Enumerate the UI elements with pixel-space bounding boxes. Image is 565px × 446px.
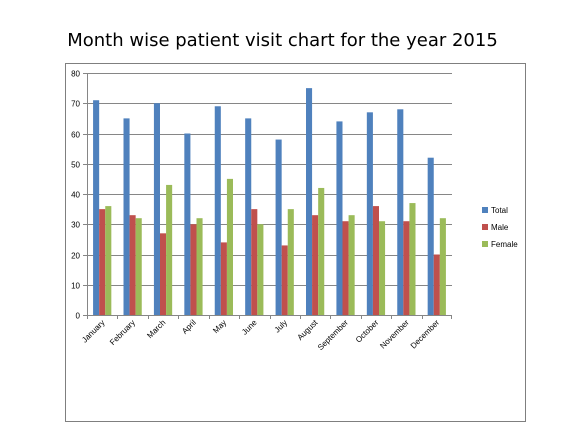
- bar-female-may: [226, 178, 233, 316]
- bar-male-june: [251, 209, 258, 316]
- x-tick-label: March: [145, 318, 167, 340]
- bar-male-august: [312, 215, 319, 315]
- x-tick-label: February: [108, 318, 137, 347]
- legend-label-female: Female: [491, 240, 518, 249]
- bar-female-october: [379, 221, 386, 315]
- x-tick-label: June: [240, 318, 259, 337]
- bar-total-december: [427, 157, 434, 315]
- bar-female-february: [135, 218, 142, 315]
- y-tick-label: 10: [71, 282, 80, 291]
- legend-label-male: Male: [491, 223, 509, 232]
- legend-swatch-male: [482, 224, 488, 230]
- bar-total-january: [93, 100, 100, 315]
- bar-male-july: [281, 245, 288, 315]
- bars: [93, 88, 446, 316]
- bar-total-february: [123, 118, 130, 316]
- bar-male-september: [342, 221, 349, 315]
- bar-total-june: [245, 118, 252, 316]
- bar-total-october: [366, 112, 373, 315]
- y-tick-label: 30: [71, 221, 80, 230]
- chart-title: Month wise patient visit chart for the y…: [67, 30, 498, 51]
- y-tick-label: 70: [71, 100, 80, 109]
- bar-female-july: [287, 209, 294, 316]
- bar-total-september: [336, 121, 343, 316]
- legend: Total Male Female: [482, 206, 518, 249]
- y-tick-label: 80: [71, 70, 80, 79]
- axes: [83, 73, 452, 319]
- bar-female-september: [348, 215, 355, 315]
- bar-male-october: [372, 206, 379, 315]
- bar-female-december: [439, 218, 446, 315]
- bar-total-march: [153, 103, 160, 315]
- x-tick-label: October: [354, 318, 381, 345]
- bar-male-november: [403, 221, 410, 315]
- bar-female-august: [318, 187, 325, 315]
- y-tick-label: 40: [71, 191, 80, 200]
- legend-swatch-total: [482, 207, 488, 213]
- bar-total-may: [214, 106, 221, 316]
- bar-female-june: [257, 224, 264, 315]
- gridlines: [87, 73, 452, 286]
- x-tick-label: August: [296, 318, 321, 343]
- bar-total-july: [275, 139, 282, 315]
- bar-male-may: [220, 242, 227, 315]
- bar-male-january: [99, 209, 106, 316]
- x-tick-label: May: [211, 318, 228, 335]
- bar-male-april: [190, 224, 197, 315]
- bar-male-december: [433, 254, 440, 315]
- y-tick-label: 50: [71, 161, 80, 170]
- x-tick-label: September: [316, 318, 350, 352]
- bar-male-march: [160, 233, 167, 315]
- bar-total-april: [184, 133, 191, 315]
- y-tick-label: 20: [71, 252, 80, 261]
- legend-label-total: Total: [491, 206, 508, 215]
- y-tick-label: 0: [76, 312, 81, 321]
- legend-swatch-female: [482, 241, 488, 247]
- x-tick-label: December: [409, 318, 442, 351]
- bar-female-march: [166, 184, 173, 315]
- y-tick-label: 60: [71, 131, 80, 140]
- bar-female-april: [196, 218, 203, 315]
- bar-male-february: [129, 215, 136, 315]
- x-tick-label: July: [273, 318, 289, 334]
- x-tick-label: April: [180, 318, 198, 336]
- chart-area: [65, 63, 526, 422]
- x-tick-label: January: [80, 318, 106, 344]
- x-tick-label: November: [378, 318, 411, 351]
- bar-total-august: [306, 88, 313, 316]
- bar-female-november: [409, 203, 416, 315]
- bar-total-november: [397, 109, 404, 315]
- bar-female-january: [105, 206, 112, 315]
